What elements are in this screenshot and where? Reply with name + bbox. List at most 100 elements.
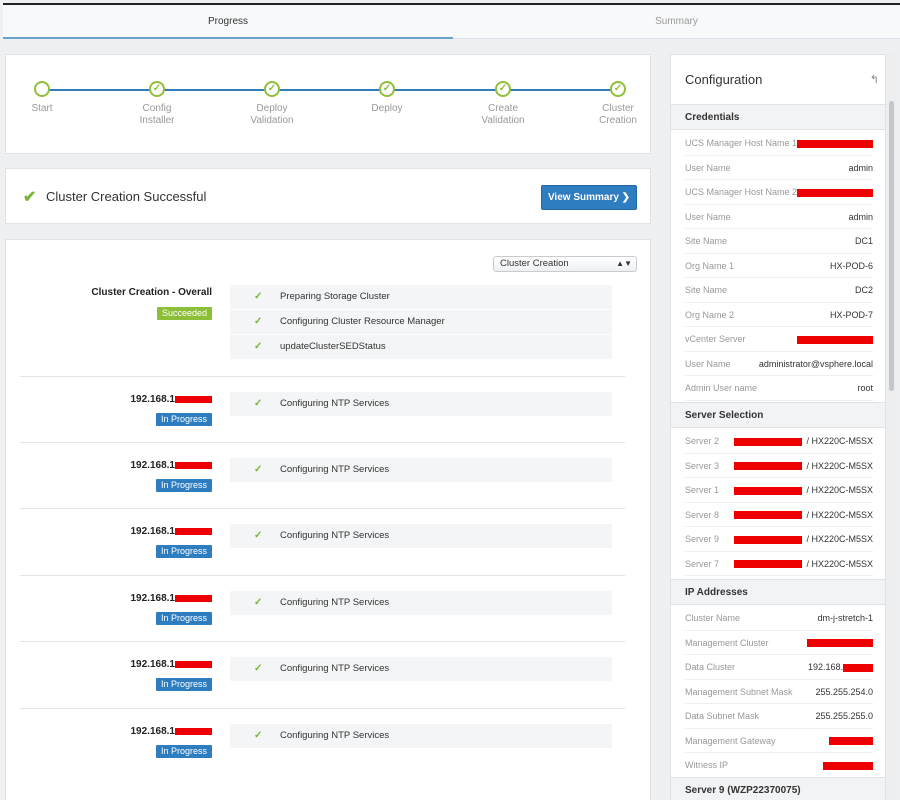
- config-row-value-text: / HX220C-M5SX: [806, 436, 873, 446]
- node-ip-text: 192.168.1: [130, 394, 176, 405]
- stage-select[interactable]: Cluster Creation ▲▼: [493, 256, 637, 272]
- config-row-value: administrator@vsphere.local: [758, 358, 873, 369]
- config-row: Server 9 / HX220C-M5SX: [685, 527, 873, 552]
- node-status-group: 192.168.1 In Progress ✓ Configuring NTP Ser…: [20, 524, 625, 574]
- config-row-key: Management Cluster: [685, 637, 769, 648]
- redacted-block: [823, 761, 873, 770]
- config-row-key: Witness IP: [685, 760, 729, 770]
- config-row-value: [823, 753, 873, 777]
- config-row-key: Server 1: [685, 485, 720, 495]
- config-row: Server 1 / HX220C-M5SX: [685, 478, 873, 503]
- config-row-key: Management Gateway: [685, 735, 776, 746]
- view-summary-button[interactable]: View Summary ❯: [541, 185, 637, 210]
- config-section-heading: Credentials: [671, 104, 885, 130]
- node-ip: 192.168.1: [131, 659, 212, 670]
- back-arrow-icon[interactable]: ↰: [869, 74, 879, 86]
- task-label: Configuring NTP Services: [280, 730, 390, 741]
- redacted-block: [797, 335, 873, 344]
- config-row: Server 2 / HX220C-M5SX: [685, 429, 873, 454]
- config-row: Server 3 / HX220C-M5SX: [685, 454, 873, 478]
- node-ip: 192.168.1: [130, 726, 212, 737]
- config-row-value-text: / HX220C-M5SX: [806, 485, 873, 495]
- config-row-key: Data Cluster: [685, 662, 736, 672]
- group-divider: [20, 376, 625, 377]
- node-ip-text: 192.168.1: [130, 726, 176, 737]
- config-row-value: HX-POD-6: [829, 260, 873, 271]
- check-icon: ✓: [254, 663, 263, 674]
- check-circle-icon: ✓: [495, 81, 511, 97]
- config-row-value-text: 192.168.: [807, 662, 843, 672]
- node-ip-text: 192.168.1: [130, 460, 176, 471]
- overall-title: Cluster Creation - Overall: [91, 287, 212, 298]
- task-row: ✓ Preparing Storage Cluster: [230, 285, 612, 309]
- redacted-block: [734, 437, 803, 446]
- redacted-block: [175, 594, 212, 602]
- redacted-block: [175, 395, 212, 403]
- config-row-key: Data Subnet Mask: [685, 711, 760, 721]
- config-row-value-text: / HX220C-M5SX: [806, 509, 873, 520]
- configuration-panel: Configuration ↰ Credentials UCS Manager H…: [670, 54, 886, 800]
- tab-progress[interactable]: Progress: [3, 5, 453, 39]
- task-row: ✓ Configuring NTP Services: [230, 724, 612, 748]
- config-row-value: / HX220C-M5SX: [734, 527, 873, 551]
- config-row: Server 7 / HX220C-M5SX: [685, 552, 873, 576]
- redacted-block: [734, 462, 803, 471]
- config-row-key: Admin User name: [685, 383, 758, 393]
- config-row-value: HX-POD-7: [829, 309, 873, 320]
- node-ip: 192.168.1: [131, 526, 212, 537]
- stepper-step: ✓ Create Validation: [463, 81, 543, 127]
- config-row-key: Cluster Name: [685, 613, 741, 623]
- select-arrows-icon: ▲▼: [616, 259, 632, 268]
- config-row-value: / HX220C-M5SX: [734, 552, 873, 576]
- group-divider: [20, 442, 625, 443]
- stepper-step: Start: [2, 81, 82, 115]
- config-row: Org Name 1 HX-POD-6: [685, 254, 873, 278]
- group-divider: [20, 708, 625, 709]
- config-row-value: / HX220C-M5SX: [734, 503, 873, 527]
- stepper-step-label: Deploy: [371, 103, 403, 114]
- config-row-key: Management Subnet Mask: [685, 686, 793, 697]
- check-circle-icon: ✓: [149, 81, 165, 97]
- node-ip: 192.168.1: [131, 593, 212, 604]
- stepper-line: [42, 89, 620, 91]
- config-section-heading: Server 9 (WZP22370075): [671, 777, 885, 800]
- config-row-value: [807, 631, 873, 655]
- task-label: Configuring NTP Services: [280, 464, 390, 475]
- config-row-key: UCS Manager Host Name 1: [685, 138, 798, 148]
- task-label: updateClusterSEDStatus: [280, 341, 386, 352]
- redacted-block: [843, 663, 873, 672]
- stepper-step-label: Create Validation: [481, 103, 525, 126]
- group-divider: [20, 641, 625, 642]
- config-row-value: [797, 327, 873, 351]
- check-circle-icon: ✓: [264, 81, 280, 97]
- config-row-key: vCenter Server: [685, 334, 746, 344]
- check-icon: ✓: [254, 730, 263, 741]
- redacted-block: [734, 535, 803, 544]
- check-icon: ✓: [254, 530, 263, 541]
- config-row: Site Name DC2: [685, 278, 873, 303]
- redacted-block: [797, 139, 873, 148]
- check-icon: ✓: [254, 597, 263, 608]
- tab-summary[interactable]: Summary: [453, 5, 900, 39]
- task-row: ✓ Configuring NTP Services: [230, 591, 612, 615]
- task-row: ✓ updateClusterSEDStatus: [230, 335, 612, 359]
- config-row-key: User Name: [685, 162, 731, 173]
- overall-status-group: Cluster Creation - Overall Succeeded ✓ Prep…: [20, 285, 625, 375]
- config-row: Cluster Name dm-j-stretch-1: [685, 606, 873, 631]
- config-row-key: Server 2: [685, 436, 720, 446]
- top-tab-bar: Progress Summary: [3, 3, 900, 39]
- stepper-step: ✓ Deploy: [347, 81, 427, 115]
- config-row-key: Site Name: [685, 236, 728, 246]
- node-ip: 192.168.1: [130, 460, 212, 471]
- config-row: UCS Manager Host Name 2: [685, 180, 873, 205]
- config-row: Data Cluster 192.168.: [685, 655, 873, 680]
- check-circle-icon: ✓: [610, 81, 626, 97]
- config-row-value: dm-j-stretch-1: [817, 613, 873, 623]
- stepper-step-label: Deploy Validation: [250, 103, 294, 126]
- config-scrollbar-thumb[interactable]: [889, 101, 894, 391]
- stage-select-value: Cluster Creation: [500, 258, 569, 269]
- stepper-step-label: Start: [31, 103, 53, 114]
- status-badge: In Progress: [155, 745, 212, 758]
- config-scrollbar[interactable]: [886, 54, 897, 800]
- stepper-step: ✓ Config Installer: [117, 81, 197, 127]
